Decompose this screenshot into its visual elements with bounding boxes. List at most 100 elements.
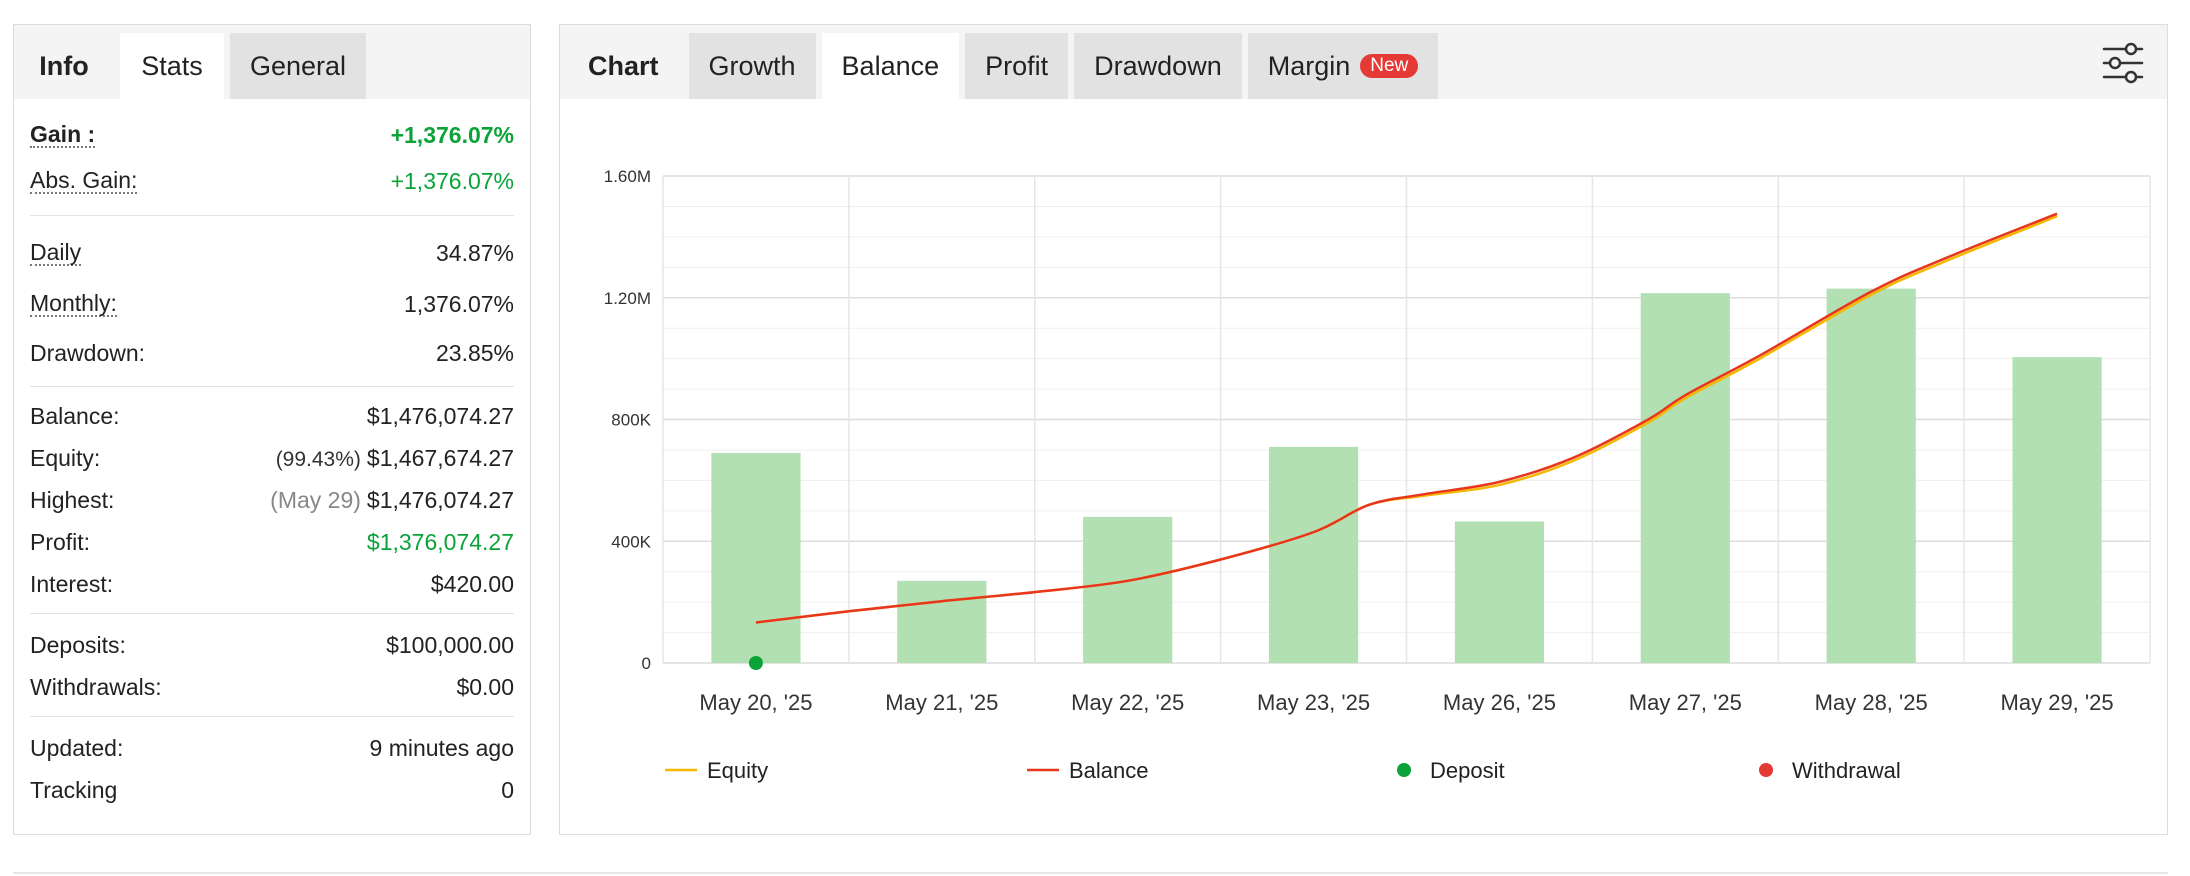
stats-panel: Info Stats General Gain : +1,376.07% Abs…: [13, 24, 531, 835]
drawdown-row: Drawdown: 23.85%: [30, 330, 514, 376]
chart-markers: [748, 656, 763, 670]
legend-equity-label: Equity: [707, 758, 768, 783]
interest-label: Interest:: [30, 570, 114, 597]
x-tick-label: May 27, '25: [1629, 690, 1742, 715]
tab-drawdown[interactable]: Drawdown: [1074, 33, 1242, 99]
bar: [1083, 516, 1173, 663]
stats-body: Gain : +1,376.07% Abs. Gain: +1,376.07% …: [14, 99, 530, 819]
x-tick-label: May 20, '25: [699, 690, 812, 715]
stats-tabbar: Info Stats General: [14, 25, 530, 99]
withdrawals-label: Withdrawals:: [30, 673, 162, 700]
balance-chart: 0 400K 800K 1.20M 1.60M May 20, '25 May 21, '…: [604, 167, 2151, 783]
chart-grid: [662, 175, 2151, 664]
x-tick-label: May 29, '25: [2001, 690, 2114, 715]
withdrawals-row: Withdrawals: $0.00: [30, 666, 514, 708]
highest-value: $1,476,074.27: [366, 486, 514, 513]
legend-deposit-swatch: [1397, 763, 1411, 777]
x-tick-label: May 26, '25: [1443, 690, 1556, 715]
bar: [897, 580, 987, 663]
x-tick-label: May 23, '25: [1257, 690, 1370, 715]
equity-label: Equity:: [30, 444, 101, 471]
tracking-label: Tracking: [30, 776, 118, 803]
tab-general[interactable]: General: [230, 33, 366, 99]
bar: [1454, 521, 1545, 663]
profit-value: $1,376,074.27: [366, 528, 514, 555]
tracking-value: 0: [501, 776, 514, 803]
x-tick-label: May 28, '25: [1815, 690, 1928, 715]
balance-value: $1,476,074.27: [366, 402, 514, 429]
rates-group: Daily 34.87% Monthly: 1,376.07% Drawdown…: [30, 216, 514, 387]
interest-row: Interest: $420.00: [30, 563, 514, 605]
updated-row: Updated: 9 minutes ago: [30, 727, 514, 769]
updated-value: 9 minutes ago: [369, 734, 514, 761]
deposits-value: $100,000.00: [386, 631, 514, 658]
chart-tabbar: Chart Growth Balance Profit Drawdown Mar…: [560, 25, 2167, 99]
highest-date: (May 29): [270, 486, 361, 513]
interest-value: $420.00: [430, 570, 514, 597]
x-tick-label: May 21, '25: [885, 690, 998, 715]
abs-gain-label[interactable]: Abs. Gain:: [30, 166, 138, 195]
chart-legend: Equity Balance Deposit Withdrawal: [665, 758, 1901, 783]
sliders-icon[interactable]: [2101, 41, 2145, 85]
x-axis-labels: May 20, '25 May 21, '25 May 22, '25 May 23,…: [699, 690, 2113, 715]
balance-group: Balance: $1,476,074.27 Equity: (99.43%) $…: [30, 387, 514, 614]
daily-label[interactable]: Daily: [30, 238, 82, 267]
highest-label: Highest:: [30, 486, 115, 513]
tab-info: Info: [39, 50, 89, 81]
equity-value-wrap: (99.43%) $1,467,674.27: [276, 445, 514, 472]
drawdown-value: 23.85%: [435, 339, 514, 366]
updated-label: Updated:: [30, 734, 124, 761]
deposits-row: Deposits: $100,000.00: [30, 624, 514, 666]
tab-growth[interactable]: Growth: [688, 33, 816, 99]
bar: [2012, 357, 2102, 663]
legend-deposit-label: Deposit: [1430, 758, 1505, 783]
drawdown-label: Drawdown:: [30, 339, 146, 366]
chart-panel: Chart Growth Balance Profit Drawdown Mar…: [559, 24, 2168, 835]
bar: [711, 452, 801, 663]
tab-margin[interactable]: Margin New: [1247, 33, 1439, 99]
abs-gain-value: +1,376.07%: [390, 167, 514, 194]
new-badge: New: [1360, 53, 1419, 79]
gain-group: Gain : +1,376.07% Abs. Gain: +1,376.07%: [30, 99, 514, 216]
bar: [1826, 288, 1916, 663]
deposits-group: Deposits: $100,000.00 Withdrawals: $0.00: [30, 614, 514, 717]
chart-label: Chart: [588, 50, 659, 81]
tab-profit[interactable]: Profit: [965, 33, 1069, 99]
balance-line: [755, 212, 2058, 624]
balance-row: Balance: $1,476,074.27: [30, 395, 514, 437]
balance-label: Balance:: [30, 402, 120, 429]
deposit-marker: [748, 656, 763, 670]
y-axis-labels: 0 400K 800K 1.20M 1.60M: [604, 167, 652, 673]
y-tick-label: 1.60M: [604, 167, 651, 186]
daily-row: Daily 34.87%: [30, 228, 514, 278]
legend-withdrawal-swatch: [1759, 763, 1773, 777]
x-tick-label: May 22, '25: [1071, 690, 1184, 715]
profit-row: Profit: $1,376,074.27: [30, 521, 514, 563]
highest-row: Highest: (May 29) $1,476,074.27: [30, 479, 514, 521]
equity-value: $1,467,674.27: [366, 444, 514, 471]
profit-label: Profit:: [30, 528, 91, 555]
legend-withdrawal-label: Withdrawal: [1792, 758, 1901, 783]
withdrawals-value: $0.00: [456, 673, 514, 700]
chart-bars: [711, 288, 2102, 663]
daily-value: 34.87%: [435, 239, 514, 266]
monthly-value: 1,376.07%: [404, 290, 514, 317]
abs-gain-row: Abs. Gain: +1,376.07%: [30, 157, 514, 205]
bar: [1640, 293, 1730, 663]
gain-row: Gain : +1,376.07%: [30, 113, 514, 157]
chart-lines: [755, 212, 2058, 624]
equity-row: Equity: (99.43%) $1,467,674.27: [30, 437, 514, 479]
tab-balance[interactable]: Balance: [821, 33, 960, 99]
tab-margin-label: Margin: [1267, 50, 1351, 81]
monthly-label[interactable]: Monthly:: [30, 289, 117, 318]
y-tick-label: 800K: [611, 411, 651, 430]
tab-stats[interactable]: Stats: [120, 33, 224, 99]
gain-label[interactable]: Gain :: [30, 120, 96, 149]
monthly-row: Monthly: 1,376.07%: [30, 278, 514, 330]
bottom-divider: [13, 872, 2168, 874]
gain-value: +1,376.07%: [390, 121, 514, 148]
highest-value-wrap: (May 29) $1,476,074.27: [270, 487, 514, 514]
y-tick-label: 0: [642, 654, 651, 673]
bar: [1268, 446, 1359, 663]
tracking-row: Tracking 0: [30, 769, 514, 811]
